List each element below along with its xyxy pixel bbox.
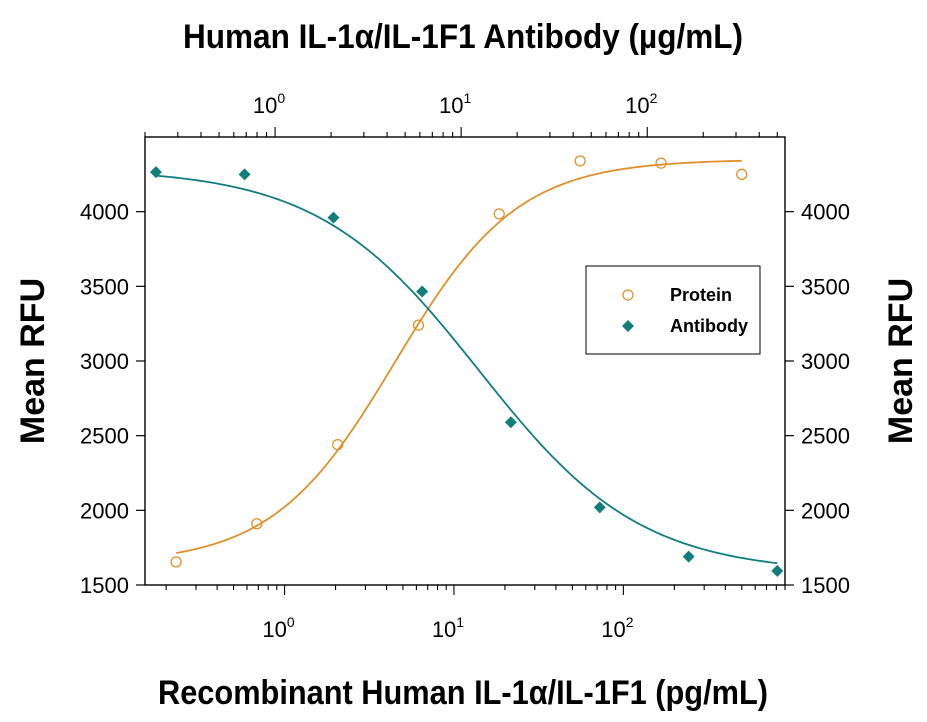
point-antibody [416,285,429,298]
fit-curve-protein [175,159,742,554]
legend-antibody-marker [622,320,634,332]
y-tick-label-left: 3000 [80,349,129,374]
point-protein [736,168,748,180]
x-tick-label-exponent: 1 [456,614,464,630]
y-tick-label-left: 3500 [80,274,129,299]
point-antibody [771,564,784,577]
legend-protein-label: Protein [670,285,732,305]
x-tick-label-bottom: 100 [262,614,294,642]
point-protein [412,319,425,331]
point-protein [574,155,586,167]
chart-top-title: Human IL-1α/IL-1F1 Antibody (µg/mL) [183,18,743,56]
x-tick-label-base: 10 [625,93,649,118]
fit-curve-antibody [155,174,778,565]
point-protein [251,518,263,530]
x-tick-label-exponent: 0 [287,614,295,630]
y-tick-label-right: 2000 [801,498,850,523]
point-protein [493,208,505,220]
fit-curves [155,159,778,565]
y-tick-label-left: 2000 [80,498,129,523]
x-tick-label-top: 101 [439,90,471,118]
x-tick-label-base: 10 [262,617,286,642]
x-tick-label-base: 10 [439,93,463,118]
y-tick-label-right: 3500 [801,274,850,299]
legend-protein-marker [622,289,634,301]
point-protein [170,556,182,568]
legend-antibody-label: Antibody [670,316,748,336]
ticks-layer: 1500 1500 2000 2000 2500 2500 3000 3000 3500 3500… [80,90,850,642]
legend-box [585,265,761,355]
x-tick-label-bottom: 102 [601,614,633,642]
y-axis-label-left: Mean RFU [14,278,52,444]
x-tick-label-bottom: 101 [432,614,464,642]
y-tick-label-left: 1500 [80,573,129,598]
point-antibody [327,211,340,224]
x-tick-label-top: 100 [253,90,285,118]
y-tick-label-right: 4000 [801,200,850,225]
point-antibody [149,166,162,179]
x-tick-label-base: 10 [432,617,456,642]
point-antibody [682,550,695,563]
x-tick-label-base: 10 [601,617,625,642]
y-tick-label-left: 4000 [80,200,129,225]
x-tick-label-exponent: 2 [626,614,634,630]
x-tick-label-exponent: 0 [277,90,285,106]
y-axis-label-right: Mean RFU [882,278,920,444]
y-tick-label-right: 2500 [801,424,850,449]
point-antibody [504,416,517,429]
point-antibody [593,501,606,514]
x-tick-label-base: 10 [253,93,277,118]
y-tick-label-right: 1500 [801,573,850,598]
x-tick-label-exponent: 1 [463,90,471,106]
x-axis-label: Recombinant Human IL-1α/IL-1F1 (pg/mL) [158,674,768,712]
y-tick-label-right: 3000 [801,349,850,374]
legend: Protein Antibody [585,265,761,355]
plot-frame [144,136,786,586]
point-antibody [238,168,251,181]
point-protein [655,157,667,169]
x-tick-label-exponent: 2 [650,90,658,106]
data-markers [149,155,784,577]
y-tick-label-left: 2500 [80,424,129,449]
point-protein [332,438,344,451]
x-tick-label-top: 102 [625,90,657,118]
